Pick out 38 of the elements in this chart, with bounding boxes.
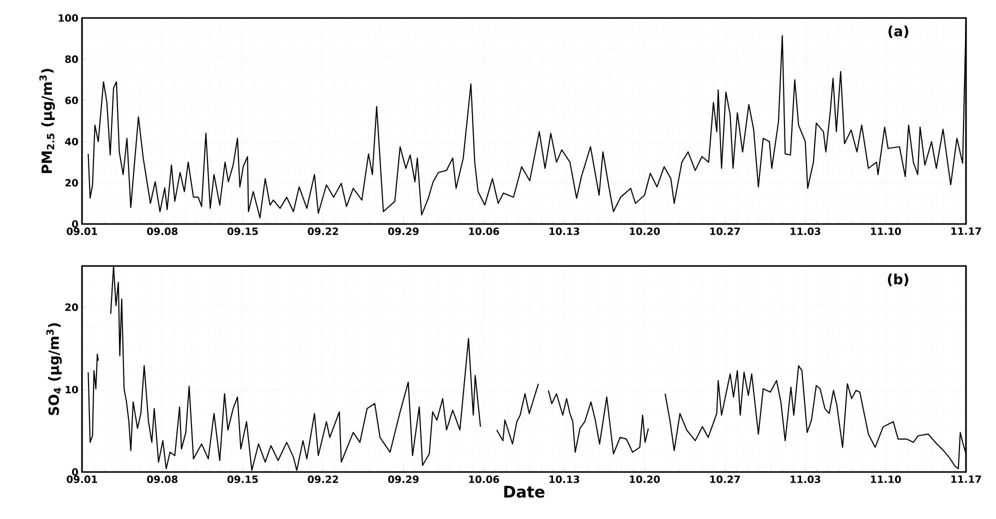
y-axis-title: PM$_{2.5}$ (μg/m$^{3}$) — [39, 68, 55, 174]
y-tick-label: 60 — [65, 96, 78, 104]
y-tick-label: 80 — [65, 55, 78, 63]
x-tick-label: 10.20 — [630, 228, 660, 236]
y-tick-label: 100 — [58, 14, 78, 22]
y-tick-label: 40 — [65, 138, 78, 146]
x-tick-label: 10.27 — [710, 228, 740, 236]
y-axis-title: SO$_{4}$ (μg/m$^{3}$) — [46, 323, 62, 415]
x-tick-label: 11.10 — [871, 228, 901, 236]
annotation: (b) — [888, 274, 908, 286]
x-tick-label: 11.10 — [871, 476, 901, 484]
x-tick-label: 10.06 — [469, 476, 500, 484]
x-tick-label: 09.08 — [147, 228, 178, 236]
y-tick-label: 20 — [65, 303, 78, 311]
x-tick-label: 10.13 — [550, 476, 580, 484]
x-tick-label: 09.22 — [308, 476, 338, 484]
x-tick-label: 09.22 — [308, 228, 338, 236]
x-tick-label: 09.29 — [388, 228, 419, 236]
x-tick-label: 11.03 — [790, 228, 820, 236]
y-tick-label: 10 — [66, 386, 78, 394]
x-tick-label: 10.06 — [469, 228, 500, 236]
y-tick-label: 0 — [72, 468, 78, 476]
x-axis-title: Date — [504, 486, 544, 498]
x-tick-label: 09.01 — [66, 228, 98, 236]
x-tick-label: 09.29 — [388, 476, 419, 484]
x-tick-label: 10.27 — [710, 476, 740, 484]
y-tick-label: 20 — [65, 179, 78, 187]
y-tick-label: 0 — [72, 220, 78, 228]
x-tick-label: 09.15 — [227, 476, 258, 484]
x-tick-label: 10.13 — [550, 228, 580, 236]
x-tick-label: 09.15 — [227, 228, 258, 236]
x-tick-label: 09.08 — [147, 476, 178, 484]
x-tick-label: 11.03 — [790, 476, 820, 484]
x-tick-label: 11.17 — [951, 476, 981, 483]
annotation: (a) — [888, 26, 908, 38]
x-tick-label: 11.17 — [951, 228, 981, 235]
x-tick-label: 10.20 — [630, 476, 660, 484]
x-tick-label: 09.01 — [66, 476, 98, 484]
